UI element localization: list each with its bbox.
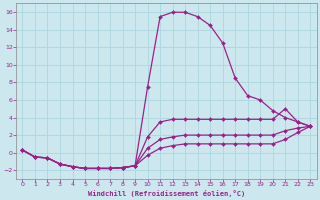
X-axis label: Windchill (Refroidissement éolien,°C): Windchill (Refroidissement éolien,°C) [88, 190, 245, 197]
